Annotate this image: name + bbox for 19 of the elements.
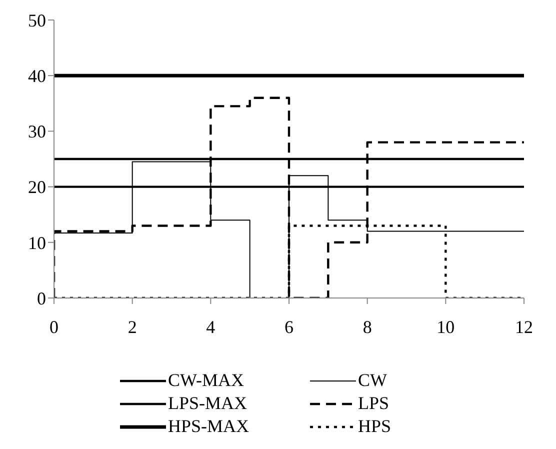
x-tick-label: 10 [436,316,455,337]
legend-label: HPS [358,416,392,437]
x-tick-label: 12 [515,316,533,337]
x-tick-label: 2 [128,316,137,337]
legend-label: HPS-MAX [168,416,250,437]
y-tick-label: 40 [28,66,46,86]
legend-label: CW-MAX [168,370,244,391]
x-tick-label: 6 [284,316,294,337]
x-tick-label: 0 [50,316,58,337]
y-tick-label: 20 [28,177,46,198]
y-tick-label: 30 [28,122,46,142]
y-tick-label: 10 [28,232,46,253]
legend-label: LPS-MAX [168,393,248,414]
y-tick-label: 50 [28,10,46,30]
x-tick-label: 4 [206,316,216,337]
y-tick-label: 0 [37,288,46,308]
legend-label: CW [358,370,387,391]
legend-label: LPS [358,393,390,414]
x-tick-label: 8 [362,316,372,337]
